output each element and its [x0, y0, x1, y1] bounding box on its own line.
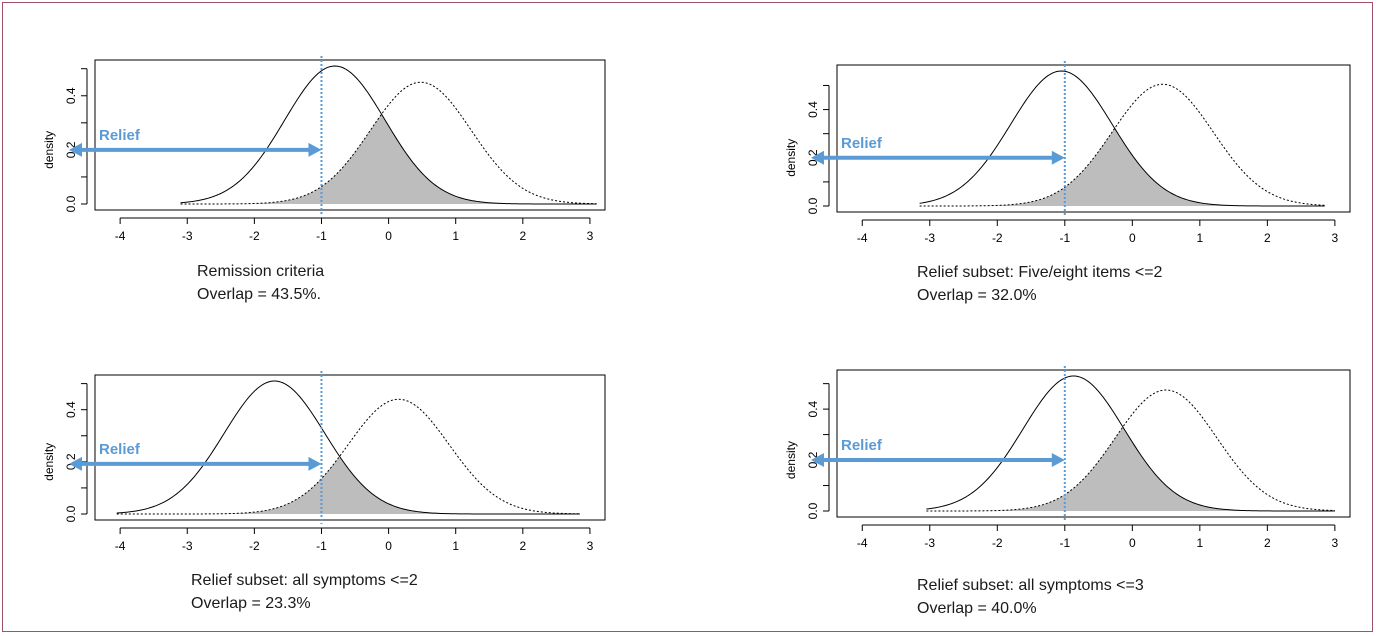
- comparison-density-curve: [116, 398, 580, 515]
- comparison-density-curve: [926, 389, 1335, 512]
- x-tick-label: 3: [1332, 536, 1339, 550]
- x-tick-label: -2: [249, 229, 260, 243]
- x-tick-label: 2: [1264, 231, 1271, 245]
- overlap-area: [919, 129, 1325, 206]
- x-tick-label: -3: [924, 231, 935, 245]
- x-tick-label: 2: [1264, 536, 1271, 550]
- x-tick-label: -2: [992, 536, 1003, 550]
- relief-arrow-left-head: [69, 456, 82, 471]
- overlap-area: [116, 457, 580, 514]
- caption-all-le2: Relief subset: all symptoms <=2 Overlap …: [191, 569, 418, 615]
- overlap-area: [180, 114, 597, 204]
- y-axis-label: density: [42, 443, 56, 481]
- relief-arrow-right-head: [308, 456, 322, 471]
- x-tick-label: -4: [115, 229, 126, 243]
- relief-arrow-right-head: [1051, 150, 1065, 165]
- x-tick-label: 1: [452, 539, 459, 553]
- caption-title: Relief subset: Five/eight items <=2: [917, 264, 1163, 281]
- y-tick-label: 0.4: [806, 400, 820, 417]
- caption-five-eight: Relief subset: Five/eight items <=2 Over…: [917, 261, 1162, 307]
- x-tick-label: 0: [1129, 536, 1136, 550]
- x-tick-label: -4: [115, 539, 126, 553]
- relief-arrow-left-head: [811, 150, 824, 165]
- x-tick-label: -3: [924, 536, 935, 550]
- caption-remission: Remission criteria Overlap = 43.5%.: [197, 260, 324, 306]
- x-tick-label: 3: [587, 539, 594, 553]
- y-axis-label: density: [784, 441, 798, 479]
- y-axis-label: density: [784, 139, 798, 177]
- y-tick-label: 0.0: [806, 197, 820, 214]
- y-tick-label: 0.4: [806, 101, 820, 118]
- x-tick-label: -3: [182, 229, 193, 243]
- x-tick-label: -1: [316, 539, 327, 553]
- plot-box: [94, 59, 606, 211]
- y-axis-label: density: [42, 131, 56, 169]
- relief-arrow-left-head: [69, 142, 82, 157]
- x-tick-label: -4: [857, 231, 868, 245]
- x-tick-label: -1: [1059, 536, 1070, 550]
- caption-title: Relief subset: all symptoms <=3: [917, 577, 1144, 594]
- comparison-density-curve: [180, 81, 597, 205]
- chart-panel-all-le2: -4 -3 -2 -1 0 1 2 3 0.0 0.2 0.4 density Relief: [30, 370, 620, 565]
- caption-overlap: Overlap = 40.0%: [917, 600, 1037, 617]
- x-tick-label: 0: [385, 539, 392, 553]
- relief-density-curve: [919, 70, 1325, 207]
- caption-overlap: Overlap = 32.0%: [917, 287, 1037, 304]
- caption-title: Remission criteria: [197, 263, 325, 280]
- x-tick-label: 3: [587, 229, 594, 243]
- x-tick-label: -2: [249, 539, 260, 553]
- relief-label: Relief: [841, 437, 883, 454]
- y-tick-label: 0.0: [64, 195, 78, 212]
- x-tick-label: 3: [1332, 231, 1339, 245]
- overlap-area: [926, 427, 1335, 511]
- relief-arrow-right-head: [308, 142, 322, 157]
- relief-density-curve: [926, 375, 1335, 512]
- x-tick-label: -4: [857, 536, 868, 550]
- x-tick-label: 1: [452, 229, 459, 243]
- relief-arrow-right-head: [1051, 453, 1065, 468]
- y-tick-label: 0.0: [64, 505, 78, 522]
- relief-density-curve: [180, 65, 597, 205]
- relief-label: Relief: [841, 135, 883, 152]
- x-tick-label: 1: [1196, 536, 1203, 550]
- x-tick-label: -1: [1059, 231, 1070, 245]
- plot-box: [94, 374, 606, 521]
- relief-density-curve: [116, 380, 580, 515]
- y-tick-label: 0.4: [64, 87, 78, 104]
- x-tick-label: 2: [519, 229, 526, 243]
- caption-overlap: Overlap = 23.3%: [191, 595, 311, 612]
- y-tick-label: 0.4: [64, 401, 78, 418]
- x-tick-label: 1: [1196, 231, 1203, 245]
- x-tick-label: 0: [1129, 231, 1136, 245]
- x-tick-label: -1: [316, 229, 327, 243]
- relief-label: Relief: [99, 441, 141, 458]
- x-tick-label: -2: [992, 231, 1003, 245]
- plot-box: [836, 369, 1351, 518]
- caption-overlap: Overlap = 43.5%.: [197, 286, 322, 303]
- y-tick-label: 0.0: [806, 502, 820, 519]
- x-tick-label: 0: [385, 229, 392, 243]
- x-tick-label: -3: [182, 539, 193, 553]
- relief-arrow-left-head: [811, 453, 824, 468]
- plot-box: [836, 64, 1351, 213]
- x-tick-label: 2: [519, 539, 526, 553]
- relief-label: Relief: [99, 127, 141, 144]
- caption-title: Relief subset: all symptoms <=2: [191, 572, 418, 589]
- caption-all-le3: Relief subset: all symptoms <=3 Overlap …: [917, 574, 1144, 620]
